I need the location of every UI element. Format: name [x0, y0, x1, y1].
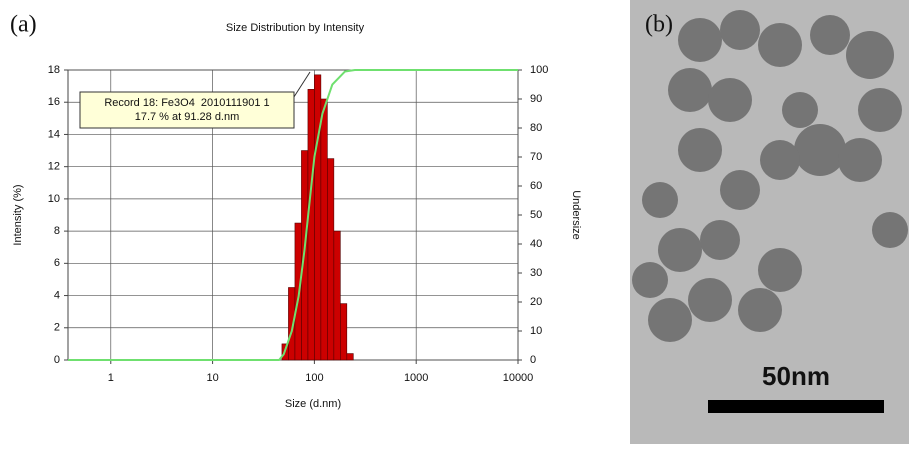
panel-label: (b): [645, 12, 673, 38]
scale-bar: [708, 400, 884, 413]
bar: [327, 158, 335, 361]
annotation: 17.7 % at 91.28 d.nm: [135, 111, 240, 123]
tem-image: [630, 0, 909, 444]
bar: [307, 89, 315, 361]
y2-tick-label: 100: [530, 64, 548, 76]
y-tick-label: 6: [54, 257, 60, 269]
x-tick-label: 100: [305, 372, 323, 384]
y2-tick-label: 60: [530, 180, 542, 192]
y2-tick-label: 20: [530, 296, 542, 308]
y2-tick-label: 40: [530, 238, 542, 250]
bar: [294, 222, 302, 361]
y2-axis-title: Undersize: [570, 190, 582, 240]
bar: [340, 303, 348, 361]
x-axis-title: Size (d.nm): [285, 398, 341, 410]
y-tick-label: 12: [48, 161, 60, 173]
y2-tick-label: 90: [530, 93, 542, 105]
y2-tick-label: 0: [530, 354, 536, 366]
y2-tick-label: 10: [530, 325, 542, 337]
y2-tick-label: 30: [530, 267, 542, 279]
y2-tick-label: 70: [530, 151, 542, 163]
particles: [632, 10, 908, 342]
x-tick-label: 10000: [503, 372, 534, 384]
chart-title: Size Distribution by Intensity: [226, 22, 365, 34]
bar: [320, 98, 328, 361]
y-tick-label: 18: [48, 64, 60, 76]
y-tick-label: 16: [48, 96, 60, 108]
y-tick-label: 8: [54, 225, 60, 237]
annotation: Record 18: Fe3O4 2010111901 1: [104, 97, 269, 109]
x-tick-label: 1000: [404, 372, 428, 384]
x-tick-label: 1: [108, 372, 114, 384]
y-tick-label: 0: [54, 354, 60, 366]
bar: [346, 353, 354, 361]
bar: [314, 74, 322, 361]
y-tick-label: 10: [48, 193, 60, 205]
annotation-leader: [291, 71, 311, 101]
y-tick-label: 4: [54, 289, 60, 301]
bar: [333, 230, 341, 361]
cumulative-line: [68, 69, 518, 361]
scale-label: 50nm: [762, 361, 830, 391]
y-tick-label: 14: [48, 128, 60, 140]
y2-tick-label: 50: [530, 209, 542, 221]
y-axis-title: Intensity (%): [12, 184, 24, 245]
annotation-box: [79, 91, 295, 129]
y2-tick-label: 80: [530, 122, 542, 134]
y-tick-label: 2: [54, 322, 60, 334]
x-tick-label: 10: [206, 372, 218, 384]
panel-label: (a): [10, 12, 37, 38]
